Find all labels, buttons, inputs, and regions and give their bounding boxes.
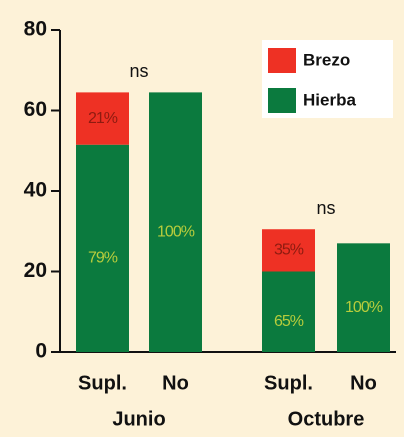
y-tick-label: 80 xyxy=(24,18,47,41)
significance-note: ns xyxy=(129,61,148,81)
x-tick-label: No xyxy=(162,372,189,394)
value-label: 100% xyxy=(157,223,195,240)
x-tick-label: Supl. xyxy=(264,372,313,394)
bar-segment xyxy=(337,243,390,352)
group-label: Junio xyxy=(112,408,165,430)
y-tick-label: 20 xyxy=(24,259,47,282)
group-label: Octubre xyxy=(288,408,365,430)
bar-segment xyxy=(149,92,202,352)
legend-label: Hierba xyxy=(303,90,356,109)
y-tick-label: 60 xyxy=(24,98,47,121)
x-tick-label: No xyxy=(350,372,377,394)
bar-segment xyxy=(262,271,315,352)
significance-note: ns xyxy=(316,198,335,218)
x-tick-label: Supl. xyxy=(78,372,127,394)
value-label: 100% xyxy=(345,299,383,316)
legend-label: Brezo xyxy=(303,50,350,69)
y-tick-label: 0 xyxy=(35,340,47,363)
bar-segment xyxy=(262,229,315,272)
value-label: 79% xyxy=(88,250,118,267)
legend-swatch xyxy=(268,88,296,113)
bar-segment xyxy=(76,144,129,352)
bar-segment xyxy=(76,92,129,145)
legend-swatch xyxy=(268,48,296,73)
y-tick-label: 40 xyxy=(24,179,47,202)
value-label: 21% xyxy=(88,110,118,127)
value-label: 65% xyxy=(274,313,304,330)
value-label: 35% xyxy=(274,242,304,259)
